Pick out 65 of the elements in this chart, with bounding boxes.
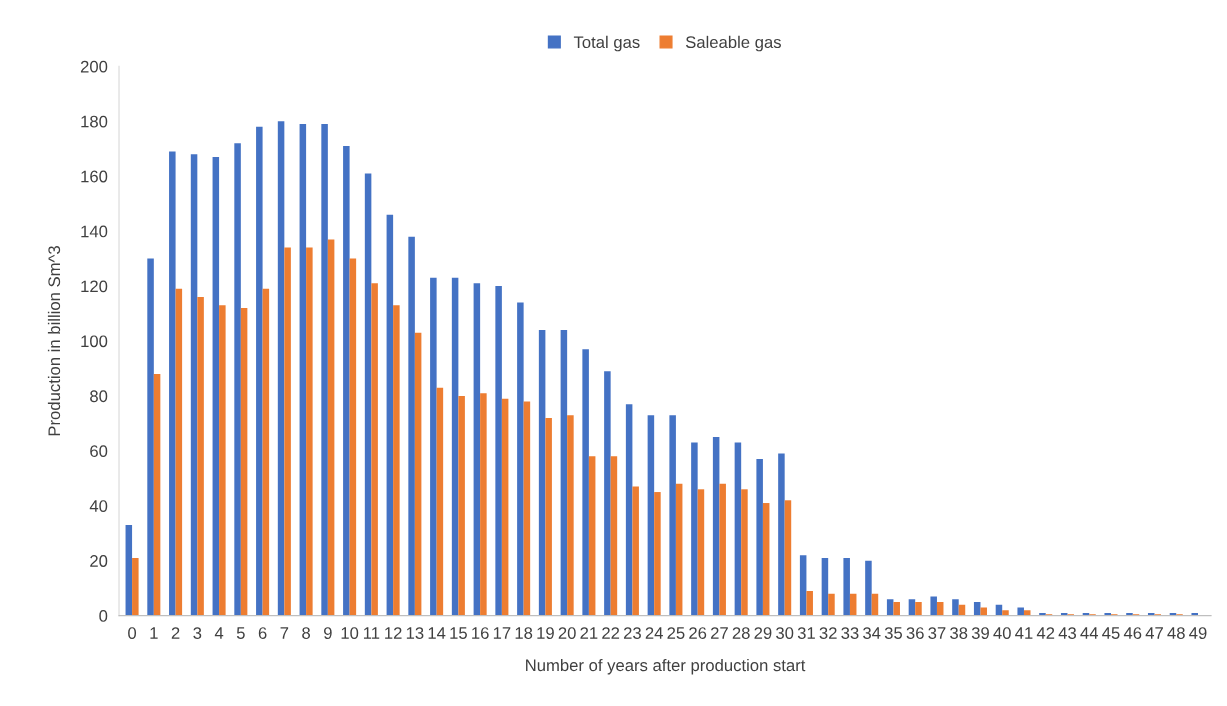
- x-tick-label: 7: [280, 627, 289, 639]
- x-tick-label: 23: [623, 627, 641, 639]
- y-tick-label: 140: [81, 225, 108, 238]
- y-tick-label: 80: [90, 390, 108, 403]
- x-tick-label: 6: [258, 627, 267, 639]
- y-tick-label: 180: [81, 115, 108, 128]
- x-tick-label: 18: [515, 627, 533, 639]
- x-tick-label: 46: [1123, 627, 1142, 639]
- x-tick-label: 19: [537, 627, 554, 639]
- x-tick-label: 42: [1036, 627, 1055, 639]
- x-tick-label: 39: [971, 627, 989, 639]
- y-tick-label: 100: [81, 335, 108, 348]
- x-tick-label: 1: [150, 627, 158, 639]
- x-tick-label: 13: [406, 627, 424, 639]
- x-tick-label: 47: [1145, 627, 1163, 639]
- x-tick-label: 41: [1015, 627, 1033, 639]
- x-tick-label: 26: [689, 627, 707, 639]
- x-tick-label: 30: [776, 627, 794, 639]
- y-tick-label: 60: [90, 445, 108, 458]
- x-tick-label: 2: [171, 627, 180, 639]
- y-tick-label: 0: [99, 610, 108, 622]
- x-tick-label: 48: [1167, 627, 1185, 639]
- x-tick-label: 43: [1058, 627, 1077, 639]
- x-tick-label: 15: [450, 627, 467, 639]
- x-tick-label: 40: [993, 627, 1011, 639]
- x-tick-label: 38: [950, 627, 968, 639]
- x-tick-label: 33: [841, 627, 859, 639]
- x-tick-label: 0: [128, 627, 137, 639]
- x-tick-label: 14: [428, 627, 446, 639]
- x-tick-label: 27: [710, 627, 728, 639]
- x-tick-label: 8: [302, 627, 311, 639]
- x-tick-label: 12: [385, 627, 402, 639]
- x-tick-label: 21: [580, 627, 598, 639]
- y-axis-title: Production in billion Sm^3: [47, 246, 61, 436]
- x-tick-label: 22: [602, 627, 620, 639]
- x-axis-title: Number of years after production start: [526, 658, 806, 675]
- x-tick-label: 34: [863, 627, 881, 639]
- x-tick-label: 45: [1102, 627, 1120, 639]
- x-tick-label: 35: [884, 627, 903, 639]
- y-tick-label: 40: [89, 500, 108, 512]
- x-tick-label: 37: [928, 627, 946, 639]
- x-tick-label: 32: [819, 627, 837, 639]
- y-tick-label: 160: [81, 170, 108, 183]
- x-tick-label: 16: [472, 627, 489, 639]
- x-tick-label: 4: [214, 627, 224, 639]
- x-tick-label: 28: [732, 627, 750, 639]
- x-tick-label: 29: [754, 627, 772, 639]
- y-tick-label: 120: [81, 280, 108, 293]
- x-tick-label: 31: [797, 627, 815, 639]
- y-tick-label: 20: [90, 555, 108, 567]
- x-tick-label: 11: [363, 627, 380, 639]
- x-tick-label: 24: [645, 627, 663, 639]
- x-tick-label: 36: [906, 627, 924, 639]
- x-tick-label: 44: [1080, 627, 1099, 639]
- y-tick-label: 200: [80, 60, 108, 73]
- x-tick-label: 49: [1189, 627, 1207, 639]
- x-tick-label: 20: [558, 627, 576, 639]
- x-tick-label: 9: [324, 627, 332, 639]
- legend-label: Saleable gas: [685, 35, 781, 52]
- x-tick-label: 17: [493, 627, 511, 639]
- x-tick-label: 25: [667, 627, 685, 639]
- legend-label: Total gas: [573, 35, 640, 52]
- x-tick-label: 3: [193, 627, 202, 639]
- x-tick-label: 10: [341, 627, 359, 639]
- x-tick-label: 5: [236, 627, 245, 639]
